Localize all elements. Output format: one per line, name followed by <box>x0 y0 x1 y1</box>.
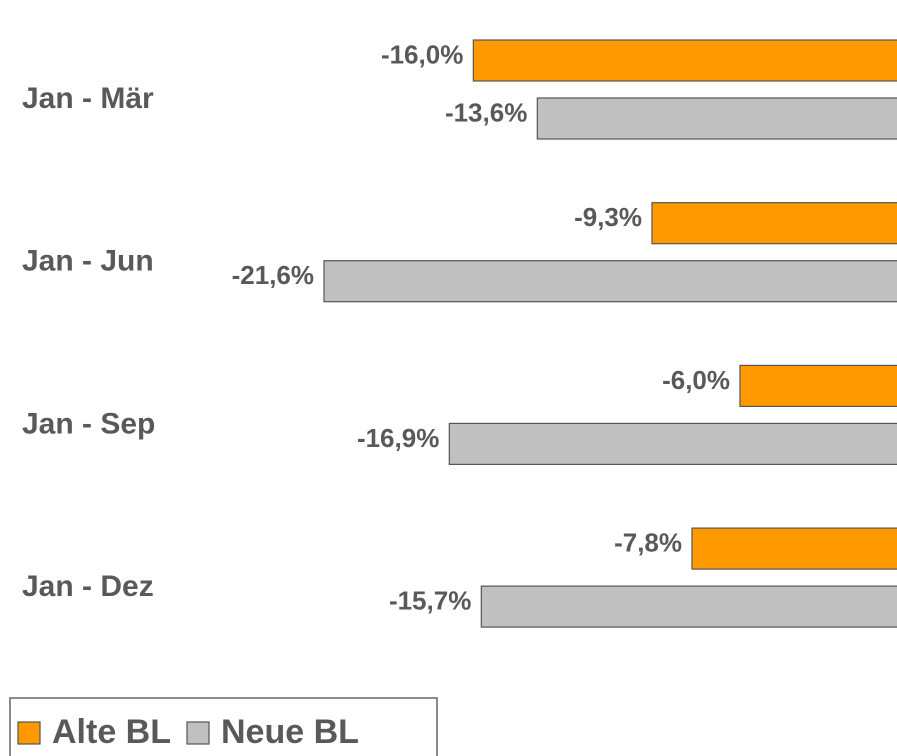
value-label: -15,7% <box>389 585 471 615</box>
bar <box>448 422 897 465</box>
category-label: Jan - Jun <box>22 245 154 278</box>
bar <box>739 364 897 407</box>
value-label: -21,6% <box>232 260 314 290</box>
category-label: Jan - Mär <box>22 82 154 115</box>
bar <box>323 260 897 303</box>
legend-swatch <box>17 721 41 745</box>
legend-swatch <box>186 721 210 745</box>
category-label: Jan - Dez <box>22 570 154 603</box>
value-label: -13,6% <box>445 97 527 127</box>
legend-label: Alte BL <box>52 713 171 751</box>
value-label: -16,9% <box>357 423 439 453</box>
value-label: -9,3% <box>574 202 642 232</box>
bar <box>536 97 897 140</box>
value-label: -6,0% <box>662 365 730 395</box>
legend-box <box>9 697 438 756</box>
value-label: -7,8% <box>614 527 682 557</box>
bar <box>651 202 897 245</box>
bar <box>480 585 897 628</box>
category-label: Jan - Sep <box>22 407 155 440</box>
value-label: -16,0% <box>381 39 463 69</box>
bar <box>472 39 897 82</box>
bar <box>691 527 897 570</box>
legend-label: Neue BL <box>221 713 359 751</box>
